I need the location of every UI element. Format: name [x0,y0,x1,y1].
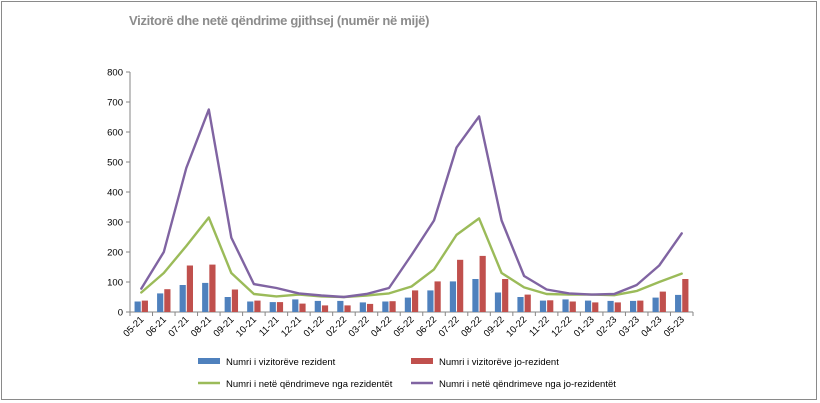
y-tick-label: 200 [107,248,123,259]
bar [134,301,141,312]
legend-swatch [198,358,220,364]
x-tick-label: 01-22 [302,314,327,339]
x-tick-label: 11-21 [257,314,281,338]
x-tick-label: 02-23 [594,314,619,339]
x-tick-label: 12-21 [279,314,304,339]
bar [494,292,502,312]
bar [389,301,396,312]
y-tick-label: 600 [107,128,123,139]
x-tick-label: 04-23 [639,314,664,339]
x-tick-label: 06-21 [144,314,169,339]
legend-label: Numri i netë qëndrimeve nga rezidentët [226,379,393,390]
bar [592,302,599,312]
y-tick-label: 400 [107,188,123,199]
x-tick-label: 12-22 [549,314,574,339]
x-tick-label: 11-22 [527,314,551,338]
y-tick-label: 500 [107,158,123,169]
bar [292,299,299,312]
bar [141,300,148,312]
bar [179,285,186,312]
bar [382,301,389,312]
bar [321,305,329,312]
bar [524,294,531,312]
bar [254,300,261,312]
bar [269,302,276,312]
bar [231,289,239,312]
bar [652,297,659,312]
bar [539,300,547,312]
bar [186,265,193,312]
bar [517,297,524,312]
chart-title: Vizitorë dhe netë qëndrime gjithsej (num… [129,13,430,28]
x-tick-label: 06-22 [414,314,439,339]
bar [607,300,614,312]
series-line [140,108,683,299]
bar [472,279,479,312]
x-tick-label: 05-22 [392,314,417,339]
bar [659,291,666,312]
x-tick-label: 05-21 [121,314,146,339]
legend-label: Numri i vizitorëve rezident [226,357,336,368]
bar [584,300,592,312]
bar [637,300,644,312]
bar [202,282,209,312]
bar [502,279,509,312]
bar [314,300,321,312]
x-tick-label: 02-22 [324,314,349,339]
bar [299,303,306,312]
bar [359,302,366,312]
bar [562,299,569,312]
bar [682,279,689,312]
y-tick-label: 800 [107,68,123,79]
x-tick-label: 08-22 [459,314,484,339]
bar [344,305,351,312]
bar [449,281,457,312]
x-tick-label: 10-22 [504,314,529,339]
y-tick-label: 700 [107,98,123,109]
bar [479,255,486,312]
bar [404,297,411,312]
bar [675,294,682,312]
legend-swatch [411,358,433,364]
bar [164,289,171,312]
bar [157,293,164,312]
bar [427,290,434,312]
x-tick-label: 04-22 [369,314,394,339]
y-tick-label: 300 [107,218,123,229]
x-tick-label: 08-21 [189,314,214,339]
bar [224,297,231,312]
bar [614,302,621,312]
bar [434,281,441,312]
bar [630,300,637,312]
bar [569,301,576,312]
x-tick-label: 09-21 [211,314,236,339]
x-tick-label: 10-21 [234,314,259,339]
bar [547,300,554,312]
y-tick-label: 100 [107,278,123,289]
bar [276,302,284,312]
bar [457,259,464,312]
series-line [140,216,683,299]
x-tick-label: 09-22 [482,314,507,339]
bar [412,290,419,312]
legend-label: Numri i netë qëndrimeve nga jo-rezidentë… [439,379,616,390]
bar [366,303,374,312]
x-tick-label: 07-21 [166,314,191,339]
x-tick-label: 05-23 [662,314,687,339]
bar [209,264,216,312]
bar [337,300,344,312]
bar [247,301,254,312]
x-tick-label: 01-23 [572,314,597,339]
y-tick-label: 0 [118,308,123,319]
x-tick-label: 03-22 [347,314,372,339]
legend-label: Numri i vizitorëve jo-rezident [439,357,559,368]
x-tick-label: 03-23 [617,314,642,339]
x-tick-label: 07-22 [437,314,462,339]
